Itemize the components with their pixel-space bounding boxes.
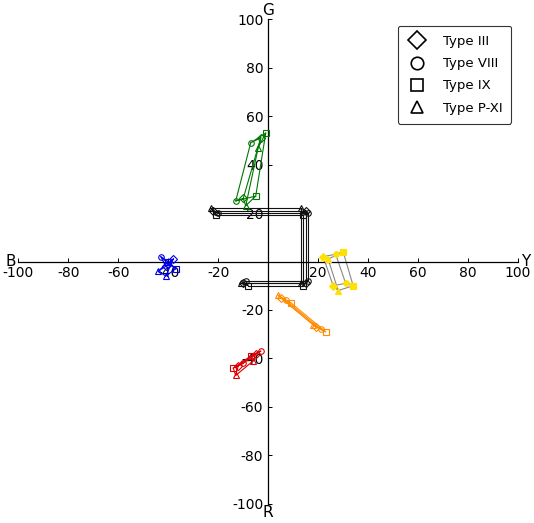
Text: R: R <box>263 505 273 520</box>
Text: G: G <box>262 3 274 18</box>
Text: Y: Y <box>521 254 530 269</box>
Legend: Type III, Type VIII, Type IX, Type P-XI: Type III, Type VIII, Type IX, Type P-XI <box>398 26 512 124</box>
Text: B: B <box>5 254 15 269</box>
